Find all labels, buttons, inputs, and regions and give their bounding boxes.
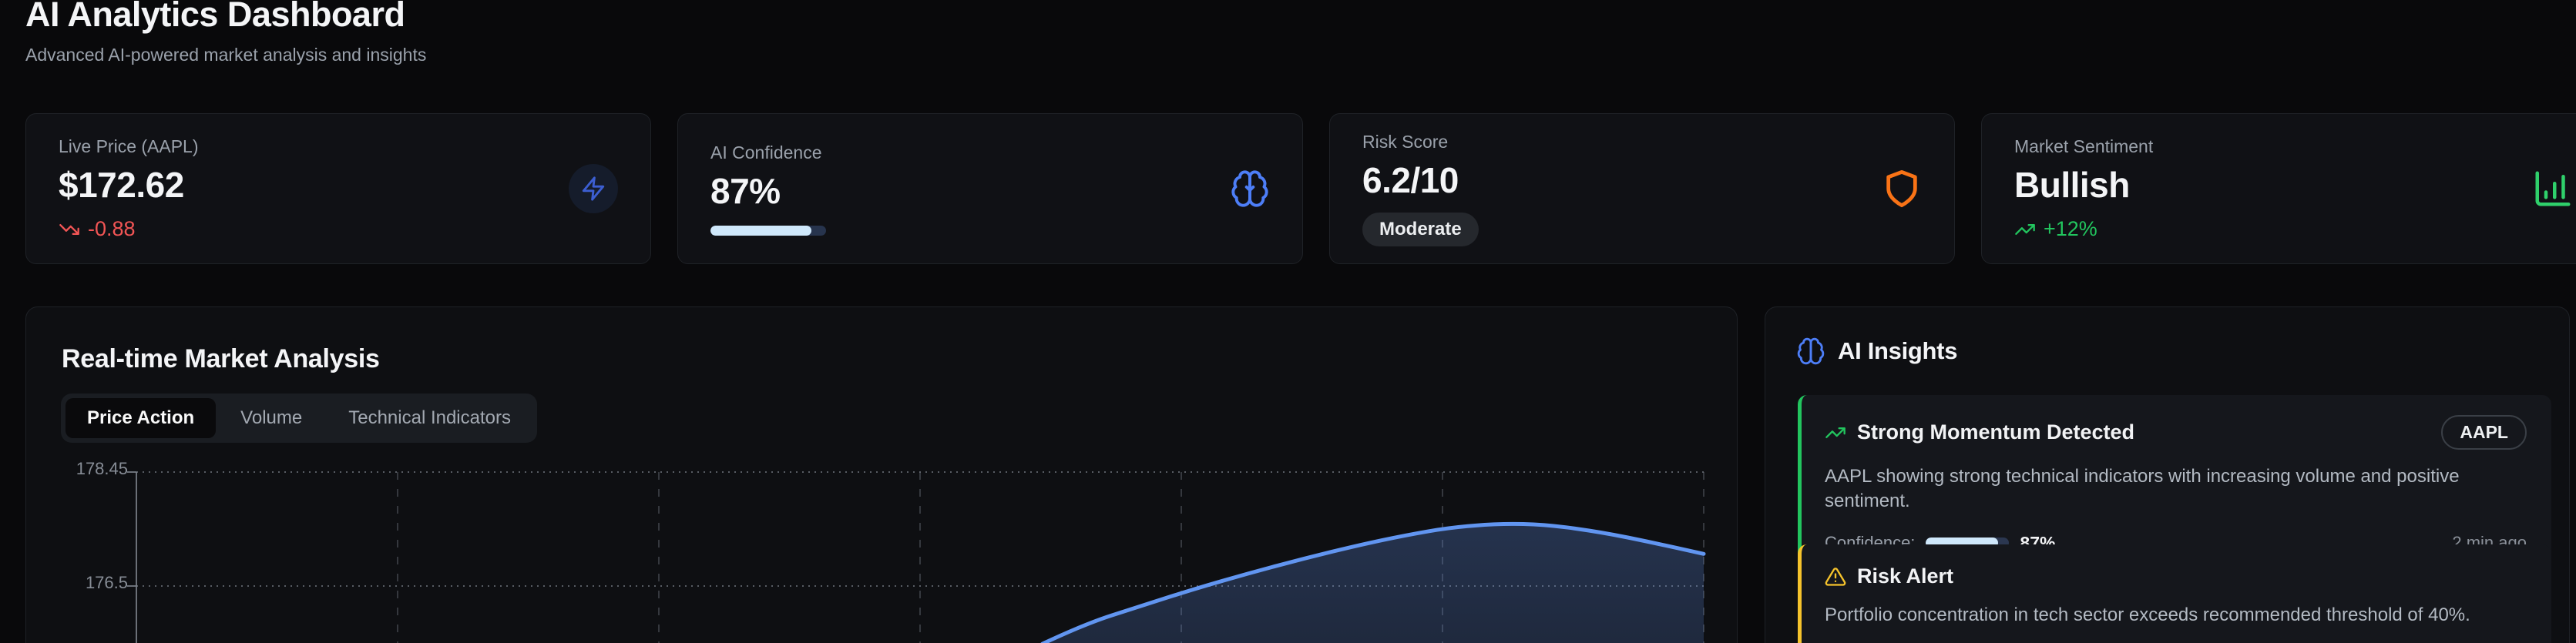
y-axis-tick-label: 178.45	[76, 459, 128, 478]
y-axis-tick-label: 176.5	[85, 573, 128, 592]
ai-insights-panel: AI Insights Strong Momentum Detected AAP…	[1765, 306, 2570, 643]
market-analysis-panel: Real-time Market Analysis Price Action V…	[25, 306, 1738, 643]
confidence-progress-track	[710, 225, 826, 236]
stat-change: -0.88	[59, 217, 199, 241]
tab-technical-indicators[interactable]: Technical Indicators	[348, 407, 511, 428]
market-analysis-title: Real-time Market Analysis	[62, 344, 380, 373]
alert-triangle-icon	[1825, 567, 1846, 586]
shield-icon	[1886, 169, 1917, 208]
insight-body: Portfolio concentration in tech sector e…	[1825, 604, 2470, 625]
ai-insights-header: AI Insights	[1796, 337, 1957, 366]
chart-tab-strip: Price Action Volume Technical Indicators	[61, 394, 537, 443]
page-title: AI Analytics Dashboard	[25, 0, 405, 34]
trending-up-icon	[2015, 223, 2035, 235]
stat-card-market-sentiment: Market Sentiment Bullish +12%	[1981, 113, 2576, 264]
zap-icon	[582, 176, 605, 201]
stat-card-ai-confidence: AI Confidence 87%	[677, 113, 1303, 264]
bar-chart-icon	[2535, 171, 2571, 206]
page-subtitle: Advanced AI-powered market analysis and …	[25, 45, 427, 65]
stat-change-value: +12%	[2044, 217, 2097, 240]
ai-insights-title: AI Insights	[1838, 337, 1958, 364]
stat-card-live-price: Live Price (AAPL) $172.62 -0.88	[25, 113, 651, 264]
tab-volume[interactable]: Volume	[240, 407, 303, 428]
price-chart[interactable]	[26, 432, 1738, 643]
stat-change-value: -0.88	[88, 217, 136, 240]
stat-change: +12%	[2014, 217, 2153, 241]
trending-down-icon	[59, 223, 79, 235]
stat-label: AI Confidence	[710, 142, 822, 162]
stat-label: Risk Score	[1362, 131, 1449, 152]
zap-icon-circle	[569, 164, 618, 213]
stat-value: $172.62	[59, 165, 184, 205]
insight-body: AAPL showing strong technical indicators…	[1825, 466, 2460, 512]
stat-value: 6.2/10	[1362, 159, 1459, 200]
brain-icon	[1231, 170, 1268, 207]
insight-card-risk-alert: Risk Alert Portfolio concentration in te…	[1798, 544, 2551, 643]
stat-value: 87%	[710, 170, 781, 211]
page-header: AI Analytics Dashboard Advanced AI-power…	[25, 0, 426, 65]
trending-up-icon	[1825, 427, 1846, 438]
stat-card-risk-score: Risk Score 6.2/10 Moderate	[1329, 113, 1955, 264]
ticker-badge: AAPL	[2441, 415, 2527, 450]
price-chart-area[interactable]	[26, 432, 1738, 643]
insight-title: Strong Momentum Detected	[1857, 420, 2135, 444]
stat-label: Market Sentiment	[2014, 136, 2154, 156]
stats-row: Live Price (AAPL) $172.62 -0.88 AI Confi…	[25, 113, 2576, 264]
tab-price-action[interactable]: Price Action	[65, 398, 217, 438]
stat-value: Bullish	[2014, 165, 2130, 205]
brain-icon	[1797, 337, 1825, 365]
insight-title: Risk Alert	[1857, 564, 1954, 588]
risk-level-badge: Moderate	[1362, 212, 1479, 246]
confidence-progress-fill	[710, 225, 811, 236]
stat-label: Live Price (AAPL)	[59, 136, 199, 156]
